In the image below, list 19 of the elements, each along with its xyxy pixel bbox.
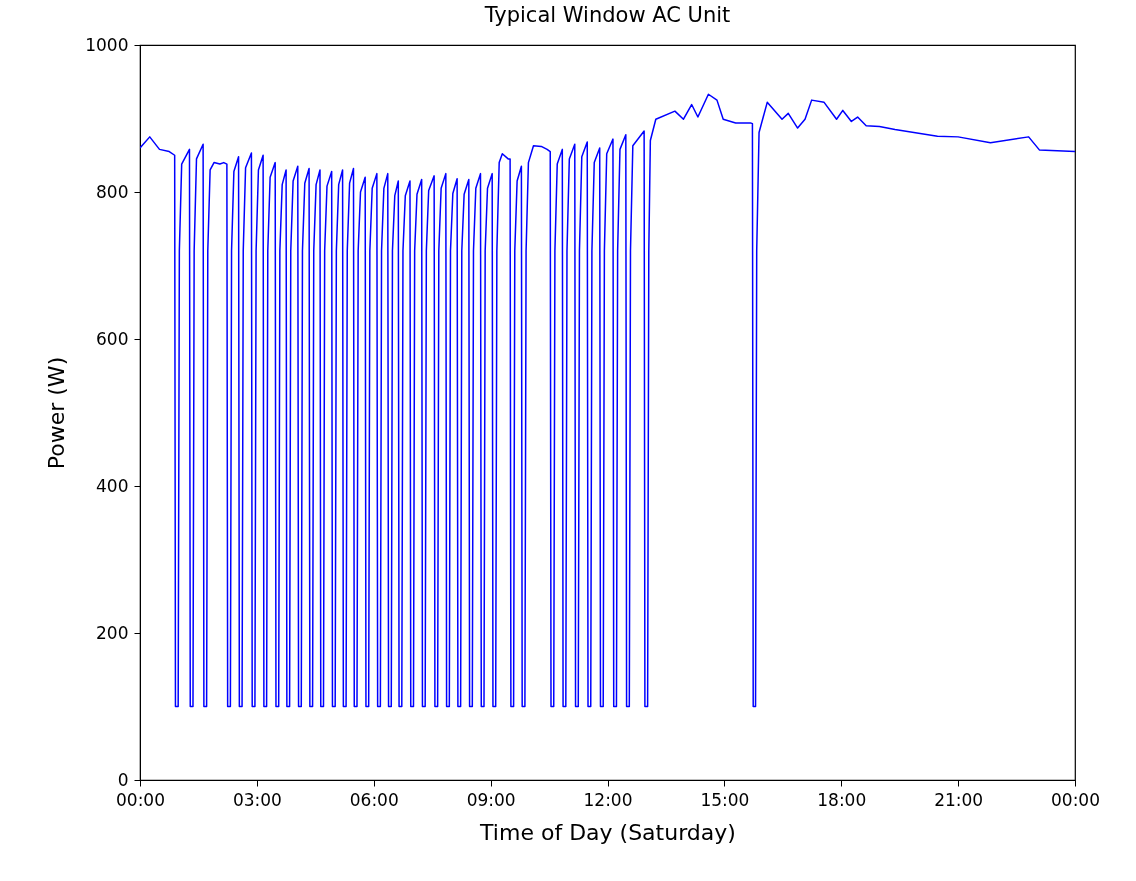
y-tick-label: 200 — [96, 622, 129, 643]
y-tick-label: 800 — [96, 181, 129, 202]
y-tick-label: 600 — [96, 328, 129, 349]
x-tick-label: 09:00 — [466, 789, 516, 810]
x-tick-label: 18:00 — [817, 789, 867, 810]
y-tick-label: 0 — [117, 769, 129, 790]
y-tick-label: 400 — [96, 475, 129, 496]
y-axis-title: Power (W) — [44, 356, 70, 470]
y-tick-label: 1000 — [85, 34, 129, 55]
x-tick-label: 15:00 — [700, 789, 750, 810]
x-tick-label: 21:00 — [934, 789, 984, 810]
chart-title: Typical Window AC Unit — [483, 3, 731, 27]
x-tick-label: 12:00 — [583, 789, 633, 810]
x-tick-label: 06:00 — [349, 789, 399, 810]
x-tick-label: 03:00 — [232, 789, 282, 810]
x-tick-label: 00:00 — [1051, 789, 1100, 810]
x-tick-label: 00:00 — [116, 789, 165, 810]
x-axis-title: Time of Day (Saturday) — [479, 819, 736, 845]
line-series — [140, 93, 1075, 708]
